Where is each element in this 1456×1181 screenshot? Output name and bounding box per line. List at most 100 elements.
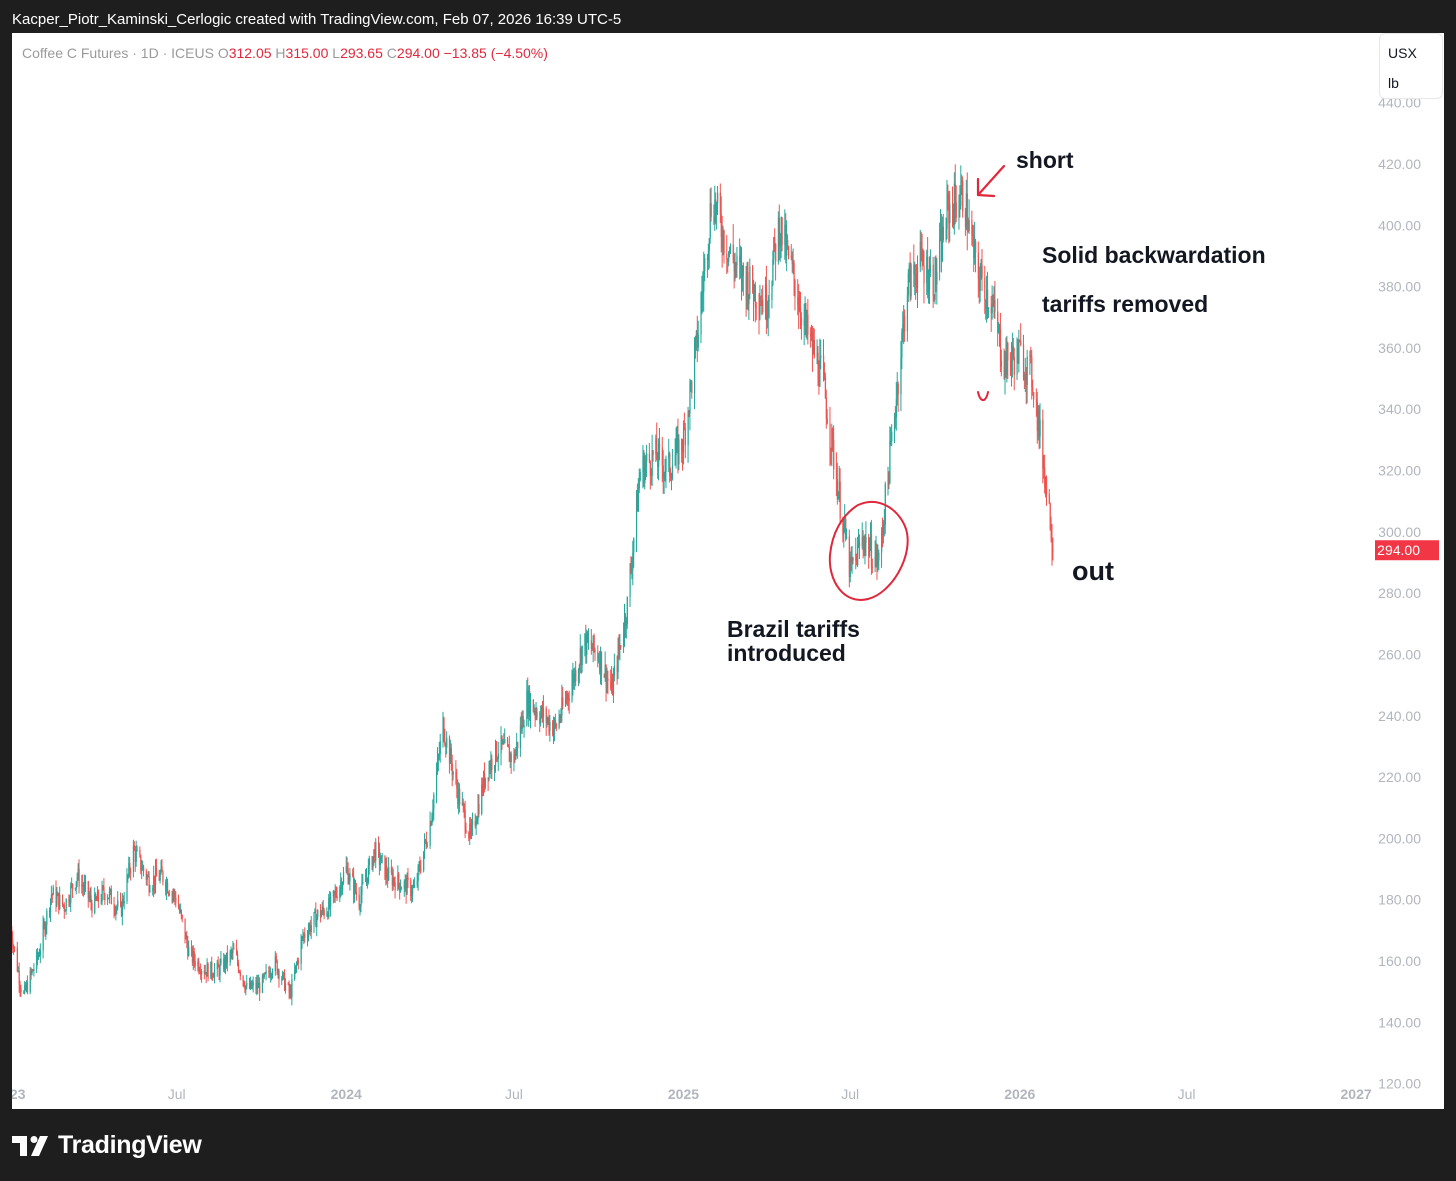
candle-body — [1042, 419, 1044, 469]
unit-label[interactable]: lb — [1388, 75, 1399, 91]
candle-body — [96, 891, 99, 901]
candle-body — [846, 536, 848, 539]
candle-body — [62, 904, 65, 906]
candle-body — [43, 923, 45, 925]
candle-body — [523, 725, 525, 728]
candle-body — [289, 990, 291, 993]
candle-body — [295, 965, 297, 971]
candle-body — [945, 228, 947, 241]
candle-body — [264, 973, 266, 975]
candle-body — [184, 918, 186, 940]
candle-body — [968, 220, 970, 231]
candle-body — [870, 534, 872, 548]
candle-body — [65, 899, 67, 911]
candle-body — [695, 330, 698, 339]
candle-body — [128, 862, 130, 876]
candle-body — [475, 823, 477, 826]
candle-body — [360, 894, 362, 907]
candle-body — [387, 876, 389, 881]
candle-body — [707, 250, 710, 260]
candle-body — [239, 972, 241, 977]
candle-body — [393, 877, 395, 883]
price-chart[interactable]: 120.00 140.00 160.00 180.00 200.00 220.00 240.… — [12, 33, 1444, 1109]
candle-body — [644, 466, 646, 484]
candle-body — [416, 881, 418, 886]
candle-body — [207, 963, 209, 979]
candle-body — [471, 824, 473, 833]
candle-body — [800, 318, 803, 326]
symbol-name[interactable]: Coffee C Futures · 1D · ICEUS — [22, 45, 214, 61]
candle-body — [342, 872, 345, 883]
candle-body — [251, 985, 253, 988]
candle-body — [677, 435, 679, 465]
chart-frame[interactable]: 120.00 140.00 160.00 180.00 200.00 220.00 240.… — [12, 33, 1444, 1109]
candle-body — [154, 875, 156, 886]
candle-body — [400, 889, 402, 892]
candle-body — [619, 645, 621, 650]
candle-body — [990, 307, 992, 314]
candle-body — [520, 724, 522, 730]
short-arrow-head-icon — [976, 177, 996, 198]
candle-body — [122, 898, 124, 904]
candle-body — [871, 566, 874, 568]
candle-body — [97, 891, 100, 902]
candle-body — [372, 856, 374, 869]
candle-body — [471, 820, 474, 825]
candle-body — [534, 711, 536, 715]
candle-body — [981, 265, 983, 278]
candle-body — [1003, 366, 1005, 378]
currency-label[interactable]: USX — [1388, 45, 1417, 61]
candle-body — [798, 304, 800, 312]
candle-body — [439, 740, 441, 754]
candle-body — [51, 894, 54, 896]
candle-body — [367, 865, 370, 883]
candle-body — [261, 975, 264, 993]
candle-body — [997, 311, 999, 333]
candle-body — [545, 708, 547, 723]
candle-body — [607, 678, 609, 681]
time-axis: 2023 Jul 2024 Jul 2025 Jul 2026 Jul 2027 — [12, 1086, 1372, 1102]
candle-body — [851, 557, 853, 563]
candle-body — [837, 493, 839, 500]
candle-body — [489, 765, 491, 771]
candle-body — [703, 271, 705, 292]
candle-body — [284, 983, 287, 991]
candle-body — [297, 960, 300, 964]
candle-body — [741, 262, 743, 284]
candle-body — [246, 982, 248, 986]
header-caption: Kacper_Piotr_Kaminski_Cerlogic created w… — [12, 11, 622, 28]
candle-body — [773, 237, 775, 260]
candle-body — [13, 946, 15, 948]
candle-body — [877, 560, 879, 566]
candle-body — [578, 665, 581, 671]
low-value: 293.65 — [340, 45, 383, 61]
candle-series — [12, 164, 1054, 1006]
candle-body — [368, 858, 370, 866]
currency-unit-selector[interactable]: USX lb — [1379, 33, 1443, 99]
candle-body — [129, 862, 131, 872]
candle-body — [340, 881, 342, 888]
candle-body — [868, 537, 870, 557]
candle-body — [987, 289, 989, 309]
candle-body — [282, 972, 284, 980]
candle-body — [1020, 340, 1022, 345]
candle-body — [881, 533, 883, 553]
candle-body — [172, 893, 174, 895]
candle-body — [645, 461, 647, 467]
candle-body — [562, 697, 564, 706]
candle-body — [605, 665, 607, 689]
candle-body — [115, 908, 117, 914]
candle-body — [723, 230, 725, 254]
candle-body — [341, 881, 343, 891]
candle-body — [962, 180, 964, 212]
candle-body — [857, 544, 859, 566]
candle-body — [110, 889, 112, 905]
candle-body — [405, 879, 407, 895]
y-tick-label: 280.00 — [1378, 585, 1421, 601]
candle-body — [328, 898, 330, 918]
candle-body — [940, 229, 942, 239]
candle-body — [656, 438, 658, 460]
candle-body — [329, 898, 331, 907]
candle-body — [259, 982, 261, 993]
candle-body — [740, 262, 742, 264]
